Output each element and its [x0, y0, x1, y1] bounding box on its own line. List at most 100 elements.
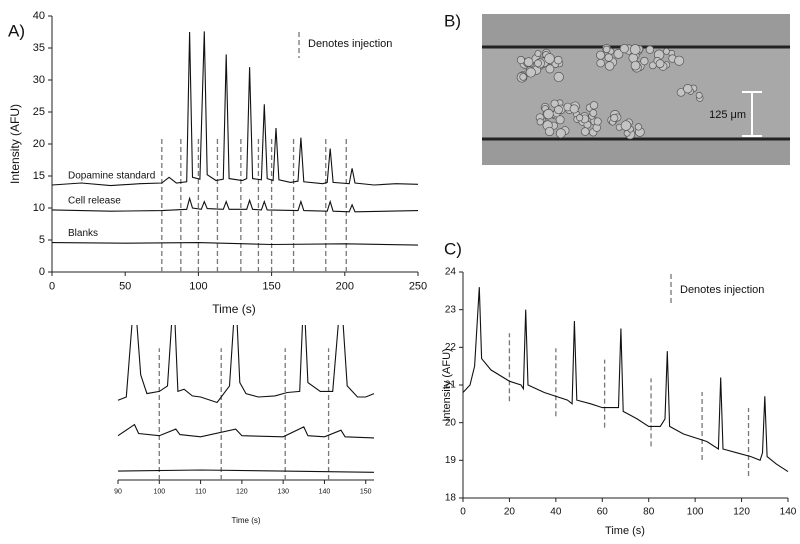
cell	[604, 53, 613, 62]
cell	[619, 44, 629, 54]
cell	[534, 50, 542, 57]
cell	[569, 104, 579, 114]
cell	[645, 45, 655, 54]
cell	[543, 108, 554, 120]
cell	[593, 117, 602, 126]
cell	[555, 115, 565, 125]
y-tick-label: 15	[33, 170, 45, 182]
cell	[553, 55, 563, 65]
x-axis-label: Time (s)	[212, 302, 256, 316]
cell	[589, 101, 599, 110]
trace	[117, 469, 375, 473]
x-tick-label: 120	[236, 488, 248, 495]
x-tick-label: 100	[687, 507, 704, 518]
x-tick-label: 150	[360, 488, 372, 495]
cell	[630, 60, 641, 71]
x-tick-label: 250	[409, 281, 427, 293]
trace	[51, 31, 419, 187]
cells	[516, 43, 704, 140]
x-tick-label: 90	[114, 488, 122, 495]
cell	[663, 47, 670, 55]
cell	[695, 91, 703, 99]
cell	[544, 53, 555, 64]
x-tick-label: 140	[319, 488, 331, 495]
y-tick-label: 0	[39, 266, 45, 278]
legend-label: Denotes injection	[308, 38, 392, 50]
y-tick-label: 18	[445, 493, 457, 504]
y-tick-label: 22	[445, 342, 457, 353]
y-tick-label: 35	[33, 42, 45, 54]
scale-label: 125 μm	[709, 109, 746, 121]
cell	[536, 118, 544, 126]
x-tick-label: 0	[49, 281, 55, 293]
cell	[655, 59, 665, 69]
y-tick-label: 21	[445, 380, 457, 391]
y-tick-label: 5	[39, 234, 45, 246]
cell	[620, 120, 632, 131]
y-tick-label: 10	[33, 202, 45, 214]
trace	[51, 242, 419, 246]
y-tick-label: 20	[33, 138, 45, 150]
cell	[553, 71, 564, 83]
cell	[544, 126, 555, 137]
cell	[516, 55, 526, 65]
cell	[674, 55, 685, 66]
series-label: Blanks	[68, 228, 98, 239]
cell	[554, 105, 563, 115]
cell	[580, 127, 590, 136]
cell	[534, 59, 542, 68]
cell	[555, 128, 566, 139]
cell	[640, 56, 649, 66]
y-tick-label: 40	[33, 10, 45, 22]
x-tick-label: 60	[597, 507, 609, 518]
y-tick-label: 30	[33, 74, 45, 86]
micrograph-panel: B) 125 μm	[444, 11, 790, 165]
cell	[613, 48, 624, 59]
cell	[550, 99, 559, 108]
x-tick-label: 20	[504, 507, 516, 518]
x-tick-label: 80	[643, 507, 655, 518]
x-tick-label: 50	[119, 281, 131, 293]
cell	[604, 61, 615, 71]
panel-label: C)	[444, 239, 462, 258]
legend-label: Denotes injection	[680, 284, 764, 296]
trace	[51, 196, 419, 213]
panel-label: B)	[444, 11, 461, 30]
panel-label: A)	[8, 21, 25, 40]
cell	[629, 44, 641, 55]
x-tick-label: 150	[262, 281, 280, 293]
cell	[519, 73, 528, 81]
x-tick-label: 120	[733, 507, 750, 518]
y-tick-label: 20	[445, 417, 457, 428]
cell	[683, 84, 693, 94]
cell	[525, 67, 536, 78]
cell	[602, 45, 611, 54]
cell	[589, 109, 598, 117]
x-tick-label: 110	[195, 488, 206, 495]
cell	[523, 57, 534, 67]
cell	[545, 64, 555, 74]
x-tick-label: 130	[277, 488, 289, 495]
x-tick-label: 40	[550, 507, 562, 518]
series-label: Dopamine standard	[68, 171, 155, 182]
cell	[576, 114, 584, 122]
x-tick-label: 100	[189, 281, 207, 293]
cell	[610, 113, 619, 122]
x-tick-label: 140	[780, 507, 797, 518]
y-axis-label: Intensity (AFU)	[8, 104, 22, 184]
y-axis-label: Intensity (AFU)	[441, 348, 453, 421]
cell	[634, 123, 643, 131]
x-axis-label: Time (s)	[605, 525, 645, 537]
x-tick-label: 200	[336, 281, 354, 293]
cell	[596, 50, 606, 60]
y-tick-label: 25	[33, 106, 45, 118]
y-tick-label: 24	[445, 267, 457, 278]
trace	[462, 287, 789, 473]
x-axis-label: Time (s)	[231, 516, 260, 525]
series-label: Cell release	[68, 196, 121, 207]
trace	[117, 325, 375, 404]
x-tick-label: 0	[460, 507, 466, 518]
y-tick-label: 19	[445, 455, 457, 466]
trace	[117, 423, 375, 439]
